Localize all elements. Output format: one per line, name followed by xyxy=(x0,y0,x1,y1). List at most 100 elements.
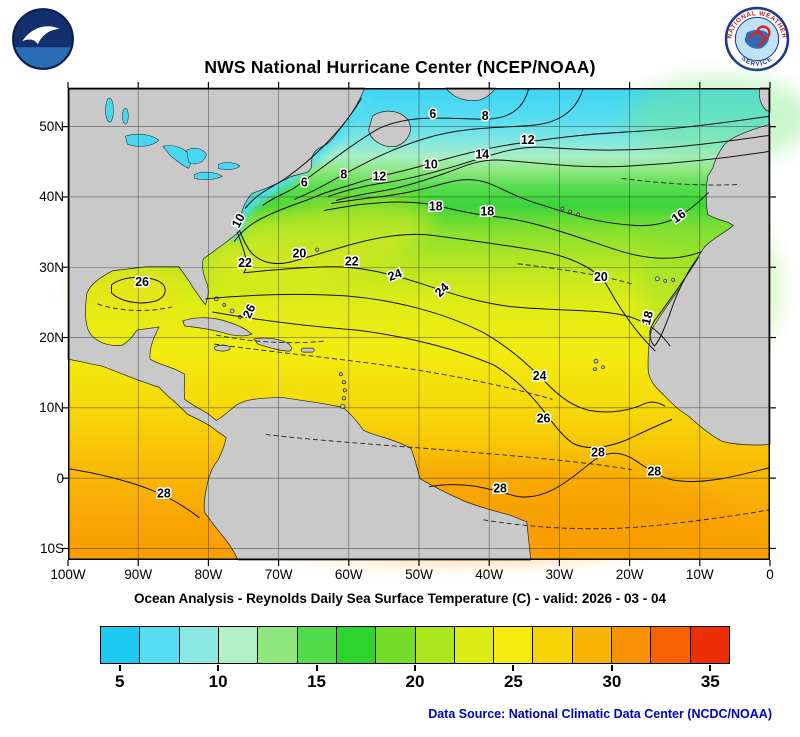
colorbar-tick xyxy=(709,665,712,671)
map-border xyxy=(68,88,770,560)
islands-cape-verde xyxy=(593,358,605,372)
island-jamaica xyxy=(213,344,231,352)
island-newfoundland xyxy=(368,110,411,147)
colorbar-tick xyxy=(610,665,613,671)
colorbar-tick-label: 15 xyxy=(307,672,327,691)
lon-label: 100W xyxy=(50,567,86,582)
contour-label: 18 xyxy=(639,309,656,326)
colorbar-tick-label: 20 xyxy=(405,672,425,691)
contour-label: 6 xyxy=(429,107,436,121)
colorbar-tick-label: 25 xyxy=(503,672,523,691)
lon-label: 60W xyxy=(334,567,363,582)
contour-label: 12 xyxy=(521,133,535,147)
island-puerto-rico xyxy=(300,347,315,353)
colorbar-cell xyxy=(533,627,573,663)
colorbar-cell xyxy=(101,627,141,663)
contour-label: 12 xyxy=(373,169,387,183)
colorbar-tick-label: 30 xyxy=(602,672,622,691)
lon-label: 30W xyxy=(545,567,574,582)
lon-label: 0 xyxy=(766,567,774,582)
hurricane-symbol-icon xyxy=(749,25,771,47)
land-americas xyxy=(67,87,532,561)
lat-label: 50N xyxy=(39,119,64,134)
colorbar-cell xyxy=(572,627,613,663)
lon-label: 70W xyxy=(264,567,293,582)
contour-label: 26 xyxy=(135,275,149,289)
isotherms-dashed xyxy=(97,177,771,530)
contour-label: 8 xyxy=(482,109,489,123)
lon-label: 50W xyxy=(405,567,433,582)
colorbar-cell xyxy=(494,627,534,663)
contour-label: 10 xyxy=(424,157,438,171)
contour-label: 26 xyxy=(537,411,551,425)
land-greenland-tip xyxy=(444,87,496,101)
contour-label: 18 xyxy=(429,199,443,213)
lat-label: 0 xyxy=(56,470,64,486)
contour-label: 6 xyxy=(301,175,308,189)
great-lakes xyxy=(105,97,241,180)
noaa-gull-icon xyxy=(22,26,60,45)
data-source-text: Data Source: National Climatic Data Cent… xyxy=(428,707,772,721)
lon-label: 40W xyxy=(475,567,504,582)
colorbar-cell xyxy=(376,627,416,663)
contour-label: 24 xyxy=(533,369,547,383)
graticule xyxy=(68,88,770,560)
lat-label: 40N xyxy=(39,189,64,205)
colorbar-cell xyxy=(690,627,729,663)
contour-label: 24 xyxy=(386,266,404,284)
colorbar-cell xyxy=(454,627,495,663)
colorbar-tick-label: 35 xyxy=(700,672,720,691)
page-title: NWS National Hurricane Center (NCEP/NOAA… xyxy=(204,57,596,77)
colorbar-tick xyxy=(512,665,515,671)
colorbar xyxy=(100,626,730,664)
contour-label: 28 xyxy=(591,445,605,459)
contour-label: 18 xyxy=(480,204,494,218)
lon-label: 10W xyxy=(685,567,714,582)
colorbar-tick-label: 5 xyxy=(114,672,125,691)
isotherms-solid xyxy=(67,87,771,519)
colorbar-cell xyxy=(140,627,180,663)
colorbar-cell xyxy=(612,627,652,663)
colorbar-tick xyxy=(315,665,318,671)
colorbar-cell xyxy=(651,627,691,663)
landmasses xyxy=(67,87,771,561)
contour-label: 28 xyxy=(647,465,661,479)
contour-label: 28 xyxy=(157,487,171,501)
islands-lesser-antilles xyxy=(338,372,347,409)
colorbar-tick xyxy=(217,665,220,671)
islands-canary xyxy=(654,276,675,283)
colorbar-cell xyxy=(336,627,377,663)
contour-label: 20 xyxy=(594,270,608,284)
colorbar-tick xyxy=(414,665,416,671)
island-cuba xyxy=(182,317,253,337)
colorbar-cell xyxy=(415,627,455,663)
contour-label: 22 xyxy=(345,255,359,269)
map-caption: Ocean Analysis - Reynolds Daily Sea Surf… xyxy=(134,591,666,606)
noaa-logo xyxy=(10,6,76,72)
noaa-logo-icon xyxy=(12,8,74,70)
sst-map: 6 8 12 14 10 12 8 6 10 18 18 16 22 20 22 24 24 20 18 26 26 24… xyxy=(62,75,800,567)
lat-label: 30N xyxy=(39,259,64,275)
contour-label: 14 xyxy=(475,147,489,161)
colorbar-tick xyxy=(118,665,121,671)
lat-label: 10N xyxy=(39,400,64,416)
island-bermuda xyxy=(315,247,320,252)
lon-label: 80W xyxy=(194,567,223,582)
lon-label: 20W xyxy=(615,567,644,582)
nws-logo-icon: NATIONAL WEATHER SERVICE xyxy=(724,6,790,72)
colorbar-tick-label: 10 xyxy=(208,672,228,691)
contour-label: 20 xyxy=(292,247,306,261)
lon-label: 90W xyxy=(124,567,153,582)
colorbar-cell xyxy=(218,627,259,663)
contour-label: 8 xyxy=(340,167,347,181)
contour-label: 28 xyxy=(493,482,507,496)
colorbar-cell xyxy=(258,627,298,663)
colorbar-cell xyxy=(297,627,337,663)
lat-label: 10S xyxy=(39,540,64,556)
axis-ticks xyxy=(62,81,776,567)
contour-label: 22 xyxy=(238,256,252,270)
colorbar-cell xyxy=(179,627,219,663)
lat-label: 20N xyxy=(39,329,64,345)
nws-logo: NATIONAL WEATHER SERVICE xyxy=(724,6,790,72)
